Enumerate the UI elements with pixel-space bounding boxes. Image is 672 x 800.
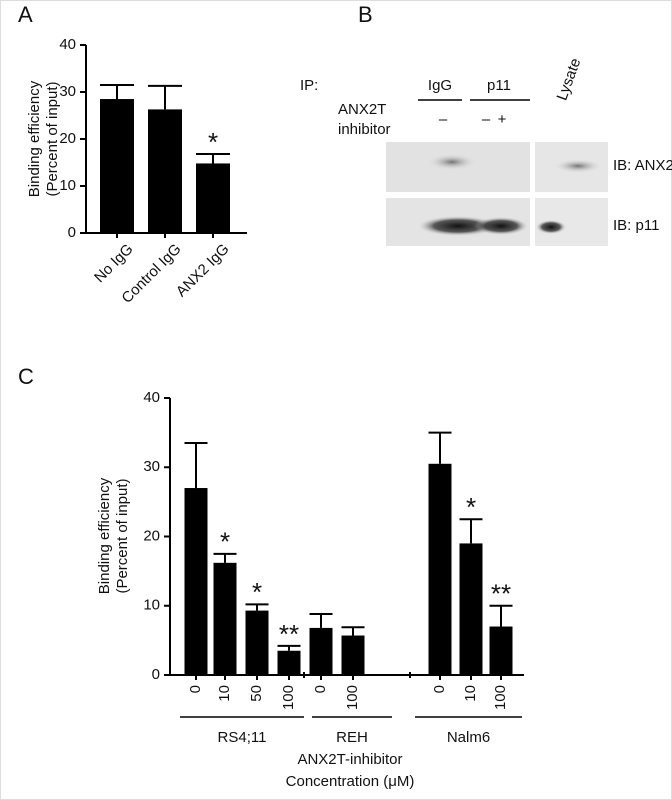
x-tick-label: 0 [187,685,204,693]
error-bar [459,518,483,544]
x-tick-label: 50 [248,685,265,702]
y-tick-label: 20 [143,527,160,544]
significance: ** [491,579,511,609]
panel-label: C [18,364,34,389]
blot-band [554,159,602,173]
significance: * [466,492,476,522]
y-tick-label: 0 [68,224,76,241]
bar [213,562,237,675]
significance: * [252,577,262,607]
group-label: RS4;11 [218,729,267,746]
significance: * [220,527,230,557]
error-bar [277,644,301,651]
bar [341,635,365,675]
x-tick-label: 0 [312,685,329,693]
y-tick-label: 30 [143,458,160,475]
error-bar [196,153,230,164]
y-tick-label: 40 [59,36,76,53]
inhibitor-mark: – [439,111,448,128]
ip-label: IP: [300,77,318,94]
bar [459,543,483,675]
bar [309,627,333,675]
group-label: REH [336,729,368,746]
group-label: Nalm6 [447,729,490,746]
significance: * [208,127,218,157]
x-tick-label: 100 [492,685,509,710]
y-tick-label: 30 [59,83,76,100]
bar [148,109,182,233]
ib-label: IB: ANX2 [613,157,672,174]
ib-label: IB: p11 [613,217,659,234]
bar [100,99,134,233]
inhibitor-label: inhibitor [338,121,391,138]
bar [196,163,230,233]
bar [245,610,269,675]
bar [184,488,208,675]
error-bar [341,626,365,636]
inhibitor-label: ANX2T [338,101,386,118]
blot-band [474,217,528,235]
x-axis-label: ANX2T-inhibitor [297,751,402,768]
blot-panel: IP: IgG p11 ANX2T inhibitor – – + Lysate… [300,56,672,246]
error-bar [428,431,452,464]
error-bar [489,604,513,627]
inhibitor-mark: – [482,111,491,128]
significance: ** [279,619,299,649]
lane-label: IgG [428,77,452,94]
error-bar [309,613,333,628]
y-axis-label: Binding efficiency [96,477,113,594]
lane-label: p11 [487,77,511,94]
x-tick-label: 10 [216,685,233,702]
y-tick-label: 0 [152,666,160,683]
panel-label: A [18,2,33,27]
y-axis-label: Binding efficiency [26,80,43,197]
y-tick-label: 20 [59,130,76,147]
x-tick-label: 0 [431,685,448,693]
error-bar [213,552,237,563]
bar [489,626,513,675]
y-tick-label: 40 [143,389,160,406]
error-bar [148,84,182,110]
x-axis-label: Concentration (μM) [286,773,415,790]
y-tick-label: 10 [143,597,160,614]
bar [428,463,452,675]
y-axis-label: (Percent of input) [44,81,61,196]
x-tick-label: 100 [344,685,361,710]
inhibitor-mark: + [498,111,507,128]
error-bar [245,603,269,611]
blot-band [428,154,476,170]
panel-label: B [358,2,373,27]
error-bar [100,83,134,100]
y-tick-label: 10 [59,177,76,194]
x-tick-label: 10 [462,685,479,702]
y-axis-label: (Percent of input) [114,478,131,593]
blot-band [418,216,498,236]
error-bar [184,442,208,489]
bar [277,650,301,675]
x-tick-label: 100 [280,685,297,710]
blot-band [536,220,566,234]
